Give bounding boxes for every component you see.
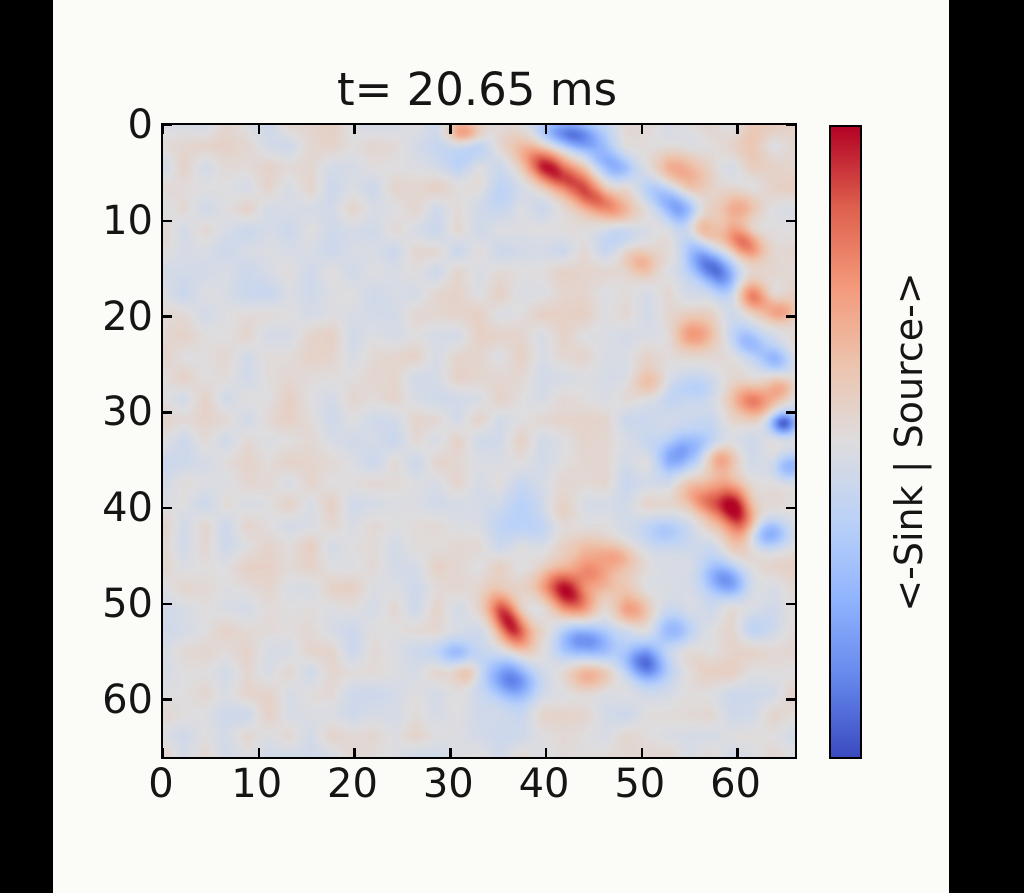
x-tick-label: 10 [231, 761, 283, 807]
tick-mark [786, 219, 795, 222]
tick-mark [163, 411, 172, 414]
tick-mark [736, 748, 739, 757]
tick-mark [449, 748, 452, 757]
tick-mark [786, 411, 795, 414]
y-tick-label: 30 [102, 389, 153, 436]
heatmap-axes [161, 123, 797, 759]
tick-mark [163, 602, 172, 606]
tick-mark [163, 219, 172, 222]
y-tick-label: 20 [102, 293, 153, 340]
colorbar-label: <-Sink | Source-> [887, 272, 931, 612]
tick-mark [786, 315, 795, 318]
tick-mark [161, 748, 165, 757]
tick-mark [786, 698, 795, 701]
colorbar-canvas [831, 127, 860, 757]
tick-mark [449, 125, 452, 134]
tick-mark [544, 748, 548, 757]
y-tick-label: 60 [102, 676, 153, 723]
tick-mark [786, 602, 795, 606]
heatmap-canvas [163, 125, 795, 757]
tick-mark [161, 125, 165, 134]
y-tick-label: 50 [102, 580, 153, 627]
tick-mark [640, 748, 644, 757]
tick-mark [163, 315, 172, 318]
y-tick-label: 0 [127, 102, 153, 148]
y-tick-label: 40 [102, 485, 153, 532]
tick-mark [163, 123, 172, 127]
tick-mark [257, 125, 260, 134]
plot-title: t= 20.65 ms [336, 63, 618, 116]
x-tick-label: 60 [710, 761, 761, 807]
tick-mark [353, 125, 356, 134]
y-tick-label: 10 [102, 197, 153, 244]
tick-mark [353, 748, 356, 757]
tick-mark [163, 506, 172, 510]
tick-mark [544, 125, 548, 134]
tick-mark [786, 506, 795, 510]
x-tick-label: 40 [518, 761, 570, 807]
colorbar [829, 125, 862, 759]
figure: t= 20.65 ms 0 10 20 30 40 50 60 0 10 20 30 40 50 60 … [53, 0, 949, 893]
x-tick-label: 50 [614, 761, 666, 807]
x-tick-label: 20 [327, 761, 378, 807]
x-tick-label: 0 [148, 761, 174, 807]
tick-mark [163, 698, 172, 701]
tick-mark [257, 748, 260, 757]
tick-mark [640, 125, 644, 134]
tick-mark [786, 123, 795, 127]
tick-mark [736, 125, 739, 134]
x-tick-label: 30 [422, 761, 474, 807]
